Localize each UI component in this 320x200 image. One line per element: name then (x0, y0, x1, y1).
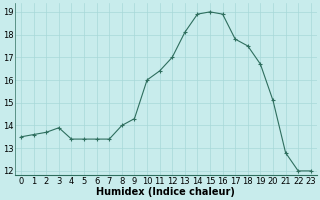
X-axis label: Humidex (Indice chaleur): Humidex (Indice chaleur) (97, 187, 236, 197)
